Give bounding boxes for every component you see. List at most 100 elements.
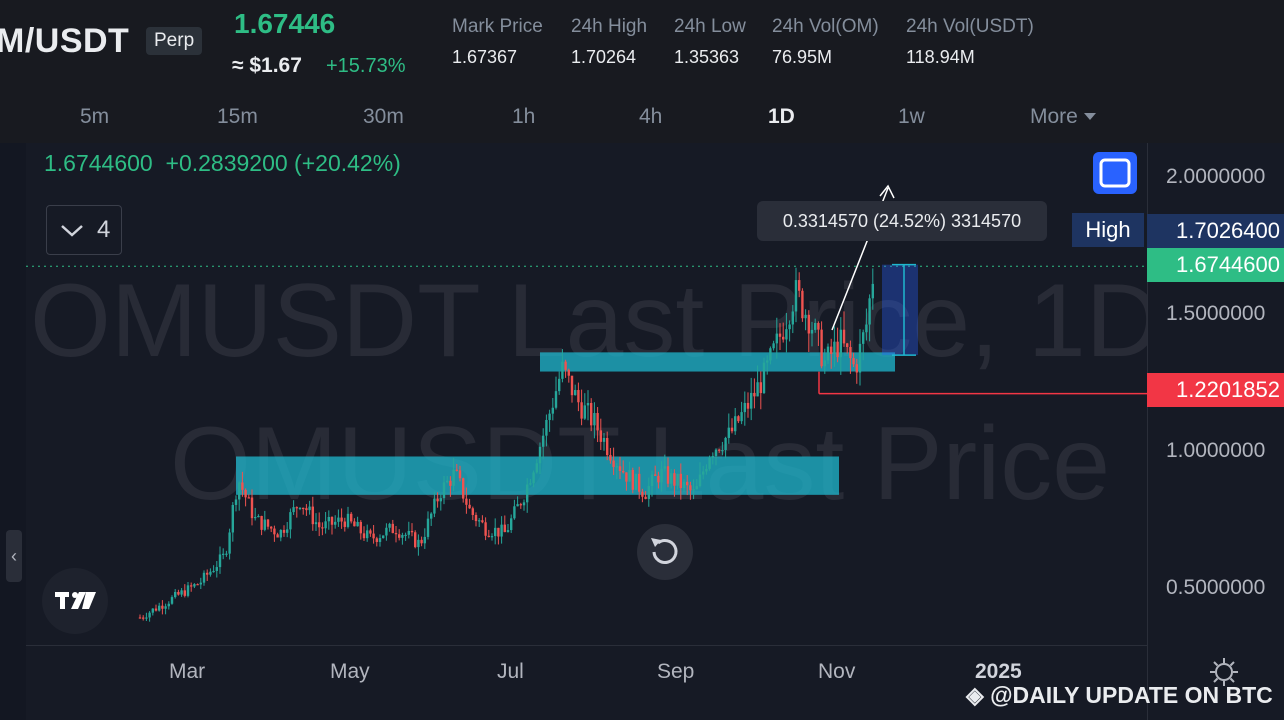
candle-body	[846, 343, 849, 348]
candle-body	[714, 449, 718, 457]
more-label: More	[1030, 105, 1078, 128]
candle-body	[225, 553, 228, 555]
candle-body	[202, 572, 206, 583]
candle-body	[788, 324, 791, 330]
candle-body	[311, 506, 314, 525]
candle-body	[743, 402, 746, 413]
candle-body	[782, 336, 785, 340]
candle-body	[634, 473, 638, 490]
price-change-percent: +15.73%	[326, 55, 406, 77]
candle-body	[865, 324, 868, 333]
candle-body	[145, 617, 148, 619]
support-zone	[236, 456, 839, 495]
candle-body	[257, 515, 260, 518]
reset-chart-icon[interactable]	[637, 524, 693, 580]
candle-body	[359, 521, 362, 534]
candle-body	[279, 529, 282, 538]
candle-body	[772, 343, 775, 349]
candle-body	[586, 403, 590, 406]
tab-more[interactable]: More	[1030, 105, 1096, 129]
candle-body	[353, 521, 356, 527]
candle-body	[346, 513, 350, 527]
candle-body	[238, 482, 241, 500]
tab-1h[interactable]: 1h	[512, 105, 536, 128]
candle-body	[190, 585, 193, 587]
candle-body	[708, 457, 711, 469]
candle-body	[426, 518, 430, 537]
candle-body	[398, 534, 401, 538]
candle-body	[628, 470, 631, 482]
expand-sidebar-chevron-icon[interactable]: ‹	[6, 530, 22, 582]
candle-body	[625, 472, 628, 482]
candlestick-chart[interactable]	[26, 143, 1147, 646]
candle-body	[801, 290, 804, 319]
candle-body	[526, 484, 529, 503]
candle-body	[334, 521, 337, 525]
fullscreen-icon[interactable]	[1093, 152, 1137, 194]
candle-body	[452, 469, 455, 486]
candle-body	[270, 526, 273, 529]
tab-4h[interactable]: 4h	[639, 105, 663, 128]
candle-body	[766, 360, 769, 363]
candle-body	[302, 507, 305, 510]
left-toolbar-strip	[0, 143, 26, 720]
gear-icon[interactable]	[1208, 656, 1240, 688]
candle-body	[746, 402, 750, 409]
candle-body	[266, 519, 270, 527]
candle-body	[382, 535, 385, 539]
candle-body	[506, 530, 510, 533]
high-label: High	[1072, 213, 1144, 247]
candle-body	[593, 413, 596, 426]
chevron-down-icon	[61, 225, 83, 237]
candle-body	[666, 466, 670, 484]
candle-body	[350, 513, 353, 522]
candle-body	[561, 361, 564, 379]
stat-label: 24h Vol(OM)	[772, 16, 879, 37]
candle-body	[148, 612, 151, 618]
last-price: 1.67446	[234, 8, 336, 39]
tab-15m[interactable]: 15m	[217, 105, 258, 128]
candle-body	[711, 456, 714, 458]
candle-body	[138, 617, 142, 619]
candle-body	[410, 530, 414, 533]
candle-body	[676, 473, 679, 486]
stat-label: 24h Vol(USDT)	[906, 16, 1034, 37]
candle-body	[641, 491, 644, 497]
candle-body	[535, 463, 538, 473]
indicator-collapse-button[interactable]: 4	[46, 205, 122, 255]
last-price-box: 1.6744600	[1147, 248, 1284, 282]
candle-body	[862, 332, 865, 344]
tab-30m[interactable]: 30m	[363, 105, 404, 128]
tab-1w[interactable]: 1w	[898, 105, 925, 128]
candle-body	[564, 361, 567, 370]
candle-body	[391, 523, 394, 534]
candle-body	[542, 435, 545, 447]
symbol-title[interactable]: M/USDT	[0, 22, 130, 60]
trend-arrowhead	[879, 184, 895, 199]
candle-body	[286, 529, 289, 533]
candle-body	[503, 524, 506, 533]
tab-1d[interactable]: 1D	[768, 105, 795, 128]
candle-body	[791, 311, 794, 325]
candle-body	[807, 314, 810, 334]
candle-body	[468, 504, 471, 509]
perp-badge: Perp	[146, 27, 203, 55]
candle-body	[689, 485, 692, 491]
candle-body	[151, 608, 154, 613]
candle-body	[519, 504, 522, 506]
candle-body	[372, 533, 375, 539]
timeframe-tabs: 5m 15m 30m 1h 4h 1D 1w More	[0, 90, 1284, 142]
candle-body	[174, 591, 177, 598]
candle-body	[234, 499, 238, 505]
candle-body	[183, 590, 186, 596]
candle-body	[730, 427, 734, 432]
credit-watermark: ◈ @DAILY UPDATE ON BTC	[966, 682, 1273, 709]
candle-body	[577, 390, 580, 403]
candle-body	[686, 481, 689, 486]
candle-body	[308, 506, 311, 511]
candle-body	[622, 471, 625, 473]
tab-5m[interactable]: 5m	[80, 105, 110, 128]
candle-body	[849, 347, 852, 359]
chart-area[interactable]	[0, 143, 1284, 720]
candle-body	[375, 538, 378, 542]
